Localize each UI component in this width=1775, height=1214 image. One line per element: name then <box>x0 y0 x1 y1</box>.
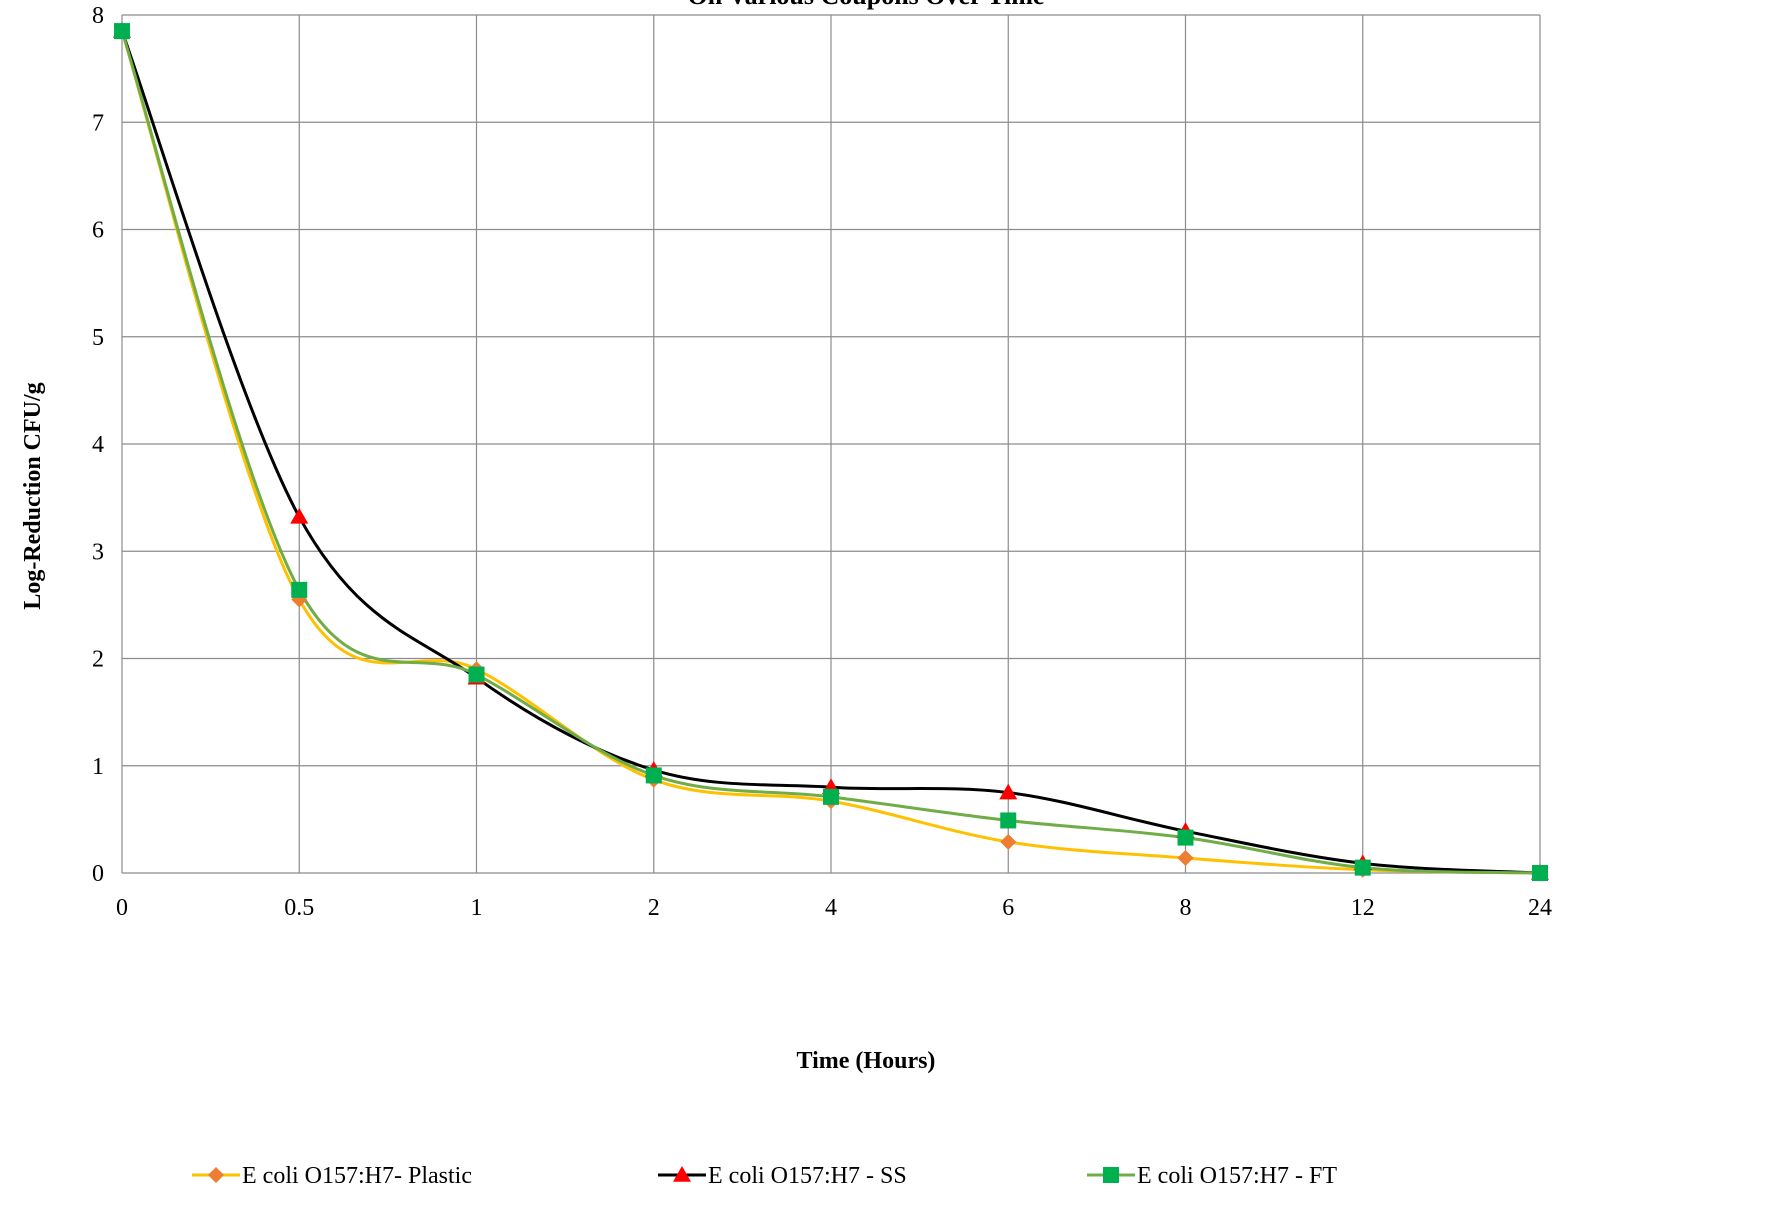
x-tick-label: 2 <box>648 895 660 921</box>
x-tick-label: 4 <box>825 895 837 921</box>
series-line-2 <box>120 30 1541 875</box>
y-tick-label: 1 <box>92 754 104 780</box>
y-axis-ticks: 0 1 2 3 4 5 6 7 8 <box>92 3 104 887</box>
data-point-series-3 <box>1532 865 1548 881</box>
y-tick-label: 2 <box>92 647 104 673</box>
x-axis-title: Time (Hours) <box>797 1048 936 1074</box>
y-tick-label: 3 <box>92 539 104 565</box>
legend-label: E coli O157:H7 - SS <box>708 1163 907 1189</box>
y-tick-label: 7 <box>92 110 104 136</box>
y-tick-label: 5 <box>92 325 104 351</box>
data-point-series-3 <box>1000 812 1017 829</box>
y-tick-label: 0 <box>92 861 104 887</box>
data-point-series-3 <box>291 581 308 598</box>
legend-label: E coli O157:H7 - FT <box>1137 1163 1337 1189</box>
series-lines <box>120 30 1541 875</box>
data-point-series-3 <box>1177 829 1194 846</box>
data-point-series-2 <box>290 507 309 524</box>
data-point-series-3 <box>114 23 130 40</box>
x-tick-label: 0.5 <box>284 895 314 921</box>
x-tick-label: 0 <box>116 895 128 921</box>
data-point-series-3 <box>645 767 662 784</box>
data-point-series-3 <box>823 788 839 805</box>
x-tick-label: 1 <box>471 895 483 921</box>
x-axis-ticks: 0 0.5 1 2 4 6 8 12 24 <box>116 895 1552 921</box>
y-tick-label: 4 <box>92 432 104 458</box>
legend: E coli O157:H7- Plastic E coli O157:H7 - … <box>192 1163 1337 1189</box>
series-line-1 <box>120 30 1541 875</box>
data-point-series-3 <box>1354 859 1371 876</box>
data-point-series-1 <box>1000 833 1017 850</box>
gridlines <box>121 14 1541 874</box>
legend-swatch-marker <box>208 1167 224 1183</box>
x-tick-label: 8 <box>1180 895 1192 921</box>
x-tick-label: 6 <box>1002 895 1014 921</box>
series-line-3 <box>120 30 1541 875</box>
x-tick-label: 12 <box>1351 895 1375 921</box>
data-point-series-3 <box>468 666 485 683</box>
data-point-series-1 <box>1177 849 1194 866</box>
series-markers <box>113 22 1549 881</box>
legend-swatch-marker <box>673 1166 691 1182</box>
chart-title: On Various Coupons Over Time <box>688 0 1045 10</box>
x-tick-label: 24 <box>1528 895 1552 921</box>
legend-swatch-marker <box>1103 1167 1119 1183</box>
y-tick-label: 8 <box>92 3 104 29</box>
y-tick-label: 6 <box>92 218 104 244</box>
data-point-series-2 <box>999 783 1018 800</box>
y-axis-title: Log-Reduction CFU/g <box>20 382 46 609</box>
legend-label: E coli O157:H7- Plastic <box>242 1163 472 1189</box>
